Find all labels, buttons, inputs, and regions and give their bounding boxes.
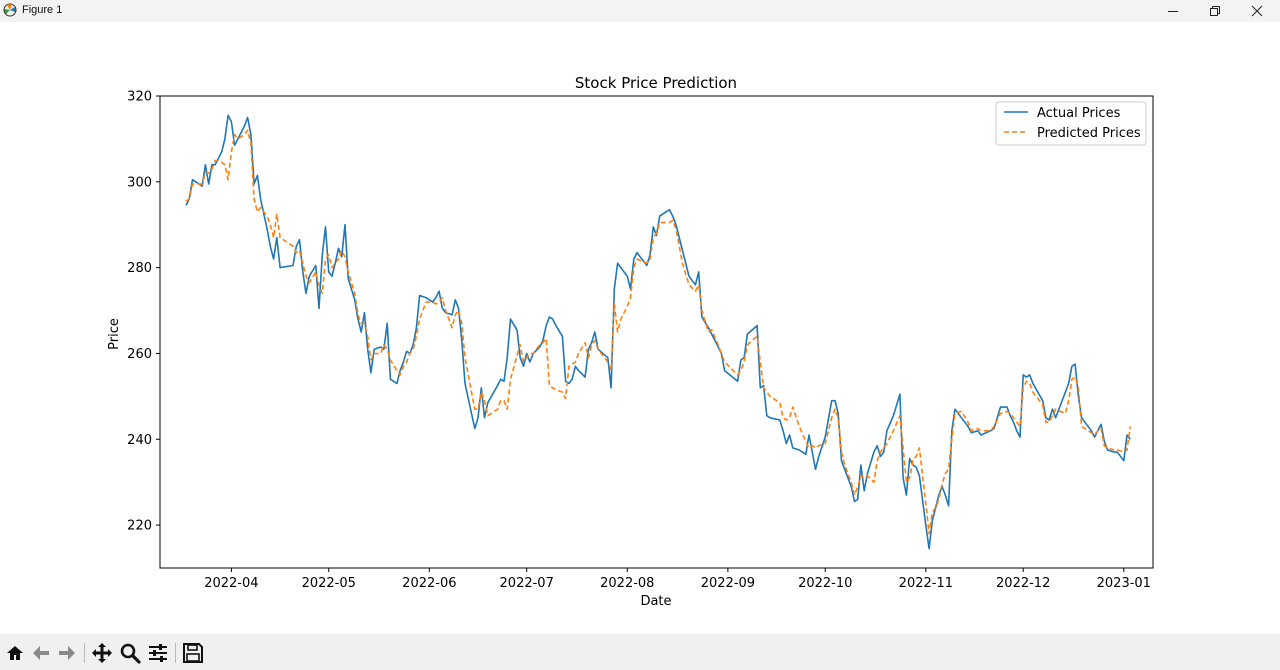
line-chart: Stock Price Prediction 2022-04 2022-05 202…	[107, 74, 1154, 609]
close-icon	[1251, 5, 1263, 17]
save-button[interactable]	[182, 642, 204, 664]
x-tick-label: 2022-06	[402, 576, 456, 591]
matplotlib-icon	[3, 3, 17, 17]
series-predicted-prices	[185, 129, 1132, 535]
y-axis-label: Price	[107, 318, 122, 350]
x-tick-label: 2022-07	[500, 576, 554, 591]
axes-frame	[159, 95, 1154, 569]
minimize-icon	[1168, 11, 1178, 12]
navigation-toolbar	[0, 634, 1280, 670]
configure-subplots-button[interactable]	[147, 642, 169, 664]
legend: Actual Prices Predicted Prices	[995, 101, 1147, 146]
back-button[interactable]	[30, 642, 52, 664]
legend-frame	[995, 101, 1147, 146]
y-tick-label: 240	[127, 433, 152, 448]
close-button[interactable]	[1236, 0, 1278, 22]
sliders-icon	[149, 644, 167, 662]
pan-button[interactable]	[91, 642, 113, 664]
minimize-button[interactable]	[1152, 0, 1194, 22]
home-button[interactable]	[4, 642, 26, 664]
arrow-left-icon	[33, 646, 49, 660]
x-tick-label: 2022-08	[600, 576, 654, 591]
legend-label-actual: Actual Prices	[1037, 106, 1121, 121]
chart-title: Stock Price Prediction	[575, 74, 737, 92]
arrow-right-icon	[59, 646, 75, 660]
magnifier-icon	[120, 643, 141, 664]
home-icon	[7, 646, 23, 660]
restore-icon	[1210, 6, 1220, 16]
legend-label-predicted: Predicted Prices	[1037, 126, 1141, 141]
window-titlebar: Figure 1	[0, 0, 1280, 22]
toolbar-separator	[84, 643, 85, 663]
y-tick-label: 280	[127, 261, 152, 276]
x-tick-label: 2022-05	[302, 576, 356, 591]
x-tick-label: 2022-09	[701, 576, 755, 591]
x-axis: 2022-04 2022-05 2022-06 2022-07 2022-08 2022-…	[204, 568, 1151, 591]
plot-lines	[185, 114, 1132, 550]
y-axis: 220 240 260 280 300 320	[127, 90, 160, 534]
x-axis-label: Date	[640, 594, 671, 609]
window-title: Figure 1	[22, 4, 63, 16]
y-tick-label: 220	[127, 519, 152, 534]
y-tick-label: 260	[127, 347, 152, 362]
x-tick-label: 2022-11	[899, 576, 953, 591]
floppy-disk-icon	[183, 643, 203, 663]
x-tick-label: 2022-04	[204, 576, 258, 591]
figure-canvas[interactable]: Stock Price Prediction 2022-04 2022-05 202…	[0, 22, 1280, 634]
x-tick-label: 2023-01	[1097, 576, 1151, 591]
move-icon	[92, 643, 112, 663]
y-tick-label: 320	[127, 90, 152, 105]
y-tick-label: 300	[127, 175, 152, 190]
x-tick-label: 2022-10	[798, 576, 852, 591]
series-actual-prices	[185, 114, 1131, 550]
zoom-button[interactable]	[119, 642, 141, 664]
x-tick-label: 2022-12	[996, 576, 1050, 591]
toolbar-separator	[175, 643, 176, 663]
forward-button[interactable]	[56, 642, 78, 664]
maximize-button[interactable]	[1194, 0, 1236, 22]
